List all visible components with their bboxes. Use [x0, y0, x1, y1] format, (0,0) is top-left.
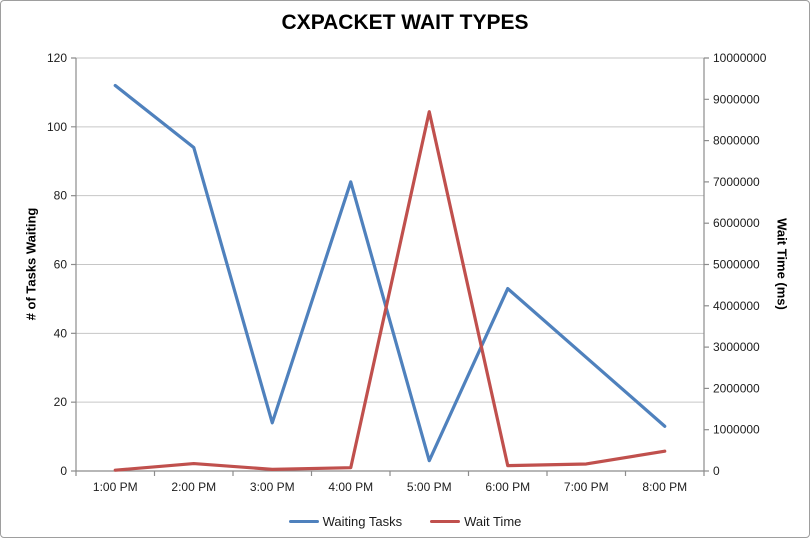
right-axis-tick-label: 7000000: [713, 175, 760, 189]
legend-item-wait-time: Wait Time: [430, 514, 521, 529]
waiting-tasks-line-swatch: [288, 520, 319, 523]
x-axis-category-label: 8:00 PM: [642, 480, 687, 494]
x-axis-category-label: 3:00 PM: [250, 480, 295, 494]
legend-label-waiting-tasks: Waiting Tasks: [322, 514, 403, 529]
left-axis-tick-label: 40: [54, 326, 68, 340]
x-axis-category-label: 7:00 PM: [564, 480, 609, 494]
x-axis-category-label: 4:00 PM: [328, 480, 373, 494]
series-line-wait-time: [113, 110, 667, 472]
x-axis-category-label: 2:00 PM: [171, 480, 216, 494]
right-axis-tick-label: 2000000: [713, 381, 760, 395]
right-axis-tick-label: 5000000: [713, 258, 760, 272]
left-axis-tick-label: 0: [60, 464, 67, 478]
right-axis-tick-label: 4000000: [713, 299, 760, 313]
right-axis-tick-label: 1000000: [713, 423, 760, 437]
legend-label-wait-time: Wait Time: [464, 514, 522, 529]
left-axis-tick-label: 100: [47, 120, 67, 134]
left-axis-tick-label: 80: [54, 189, 68, 203]
left-axis-tick-label: 60: [54, 258, 68, 272]
x-axis-category-label: 5:00 PM: [407, 480, 452, 494]
wait-time-line-swatch: [430, 520, 461, 523]
legend: Waiting Tasks Wait Time: [1, 514, 809, 529]
series-line-waiting-tasks: [113, 83, 667, 463]
chart-title: CXPACKET WAIT TYPES: [281, 11, 529, 34]
left-axis-tick-label: 20: [54, 395, 68, 409]
right-axis-tick-label: 3000000: [713, 340, 760, 354]
right-axis-tick-label: 6000000: [713, 216, 760, 230]
right-axis-tick-label: 8000000: [713, 134, 760, 148]
right-axis-tick-label: 10000000: [713, 51, 767, 65]
x-axis-category-label: 1:00 PM: [93, 480, 138, 494]
legend-item-waiting-tasks: Waiting Tasks: [288, 514, 403, 529]
right-axis-tick-label: 0: [713, 464, 720, 478]
right-axis-tick-label: 9000000: [713, 92, 760, 106]
x-axis-category-label: 6:00 PM: [485, 480, 530, 494]
left-axis-tick-label: 120: [47, 51, 67, 65]
